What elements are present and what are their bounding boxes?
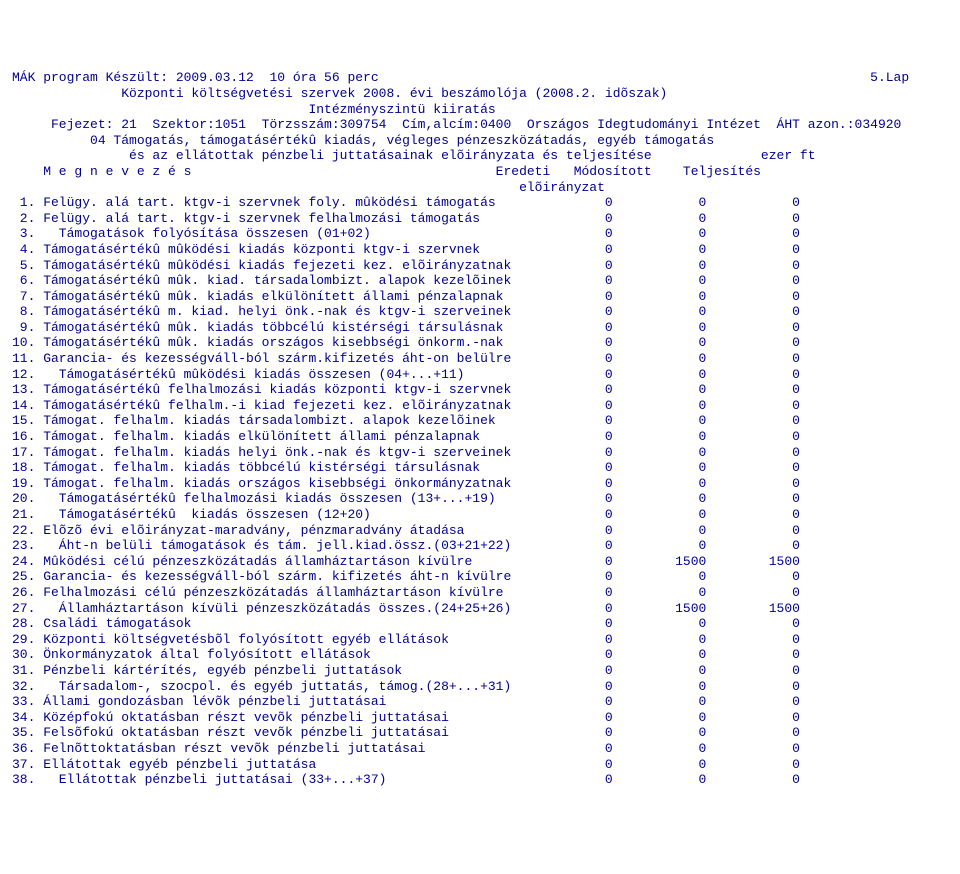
report-line: 35. Felsõfokú oktatásban részt vevõk pén…	[12, 725, 948, 741]
report-line: 18. Támogat. felhalm. kiadás többcélú ki…	[12, 460, 948, 476]
report-line: 27. Államháztartáson kívüli pénzeszközát…	[12, 601, 948, 617]
report-line: 14. Támogatásértékû felhalm.-i kiad feje…	[12, 398, 948, 414]
report-line: 20. Támogatásértékû felhalmozási kiadás …	[12, 491, 948, 507]
report-line: és az ellátottak pénzbeli juttatásainak …	[12, 148, 948, 164]
report-line: 16. Támogat. felhalm. kiadás elkülönítet…	[12, 429, 948, 445]
report-line: 6. Támogatásértékû mûk. kiad. társadalom…	[12, 273, 948, 289]
report-line: 2. Felügy. alá tart. ktgv-i szervnek fel…	[12, 211, 948, 227]
report-line: 31. Pénzbeli kártérítés, egyéb pénzbeli …	[12, 663, 948, 679]
report-line: 38. Ellátottak pénzbeli juttatásai (33+.…	[12, 772, 948, 788]
report-line: M e g n e v e z é s Eredeti Módosított T…	[12, 164, 948, 180]
report-line: Intézményszintü kiiratás	[12, 102, 948, 118]
report-line: elõirányzat	[12, 180, 948, 196]
report-line: 30. Önkormányzatok által folyósított ell…	[12, 647, 948, 663]
report-line: 36. Felnõttoktatásban részt vevõk pénzbe…	[12, 741, 948, 757]
report-line: 4. Támogatásértékû mûködési kiadás közpo…	[12, 242, 948, 258]
report-line: MÁK program Készült: 2009.03.12 10 óra 5…	[12, 70, 948, 86]
report-line: 22. Elõzõ évi elõirányzat-maradvány, pén…	[12, 523, 948, 539]
report-line: 23. Áht-n belüli támogatások és tám. jel…	[12, 538, 948, 554]
report-line: 9. Támogatásértékû mûk. kiadás többcélú …	[12, 320, 948, 336]
report-line: 5. Támogatásértékû mûködési kiadás fejez…	[12, 258, 948, 274]
report-line: 29. Központi költségvetésbõl folyósított…	[12, 632, 948, 648]
report-line: 15. Támogat. felhalm. kiadás társadalomb…	[12, 413, 948, 429]
report-line: 10. Támogatásértékû mûk. kiadás országos…	[12, 335, 948, 351]
report-line: Központi költségvetési szervek 2008. évi…	[12, 86, 948, 102]
report-line: 13. Támogatásértékû felhalmozási kiadás …	[12, 382, 948, 398]
report-line: 25. Garancia- és kezességváll-ból szárm.…	[12, 569, 948, 585]
report-line: 34. Középfokú oktatásban részt vevõk pén…	[12, 710, 948, 726]
report-line: 8. Támogatásértékû m. kiad. helyi önk.-n…	[12, 304, 948, 320]
report-line: 7. Támogatásértékû mûk. kiadás elkülönít…	[12, 289, 948, 305]
report-line: 19. Támogat. felhalm. kiadás országos ki…	[12, 476, 948, 492]
report-line: 32. Társadalom-, szocpol. és egyéb jutta…	[12, 679, 948, 695]
report-line: 11. Garancia- és kezességváll-ból szárm.…	[12, 351, 948, 367]
report-line: 3. Támogatások folyósítása összesen (01+…	[12, 226, 948, 242]
report-line: 17. Támogat. felhalm. kiadás helyi önk.-…	[12, 445, 948, 461]
report-line: 04 Támogatás, támogatásértékû kiadás, vé…	[12, 133, 948, 149]
report-line: Fejezet: 21 Szektor:1051 Törzsszám:30975…	[12, 117, 948, 133]
report-line: 33. Állami gondozásban lévõk pénzbeli ju…	[12, 694, 948, 710]
report-line: 21. Támogatásértékû kiadás összesen (12+…	[12, 507, 948, 523]
report-line: 24. Mûködési célú pénzeszközátadás állam…	[12, 554, 948, 570]
report-line: 28. Családi támogatások 0 0 0	[12, 616, 948, 632]
report-body: MÁK program Készült: 2009.03.12 10 óra 5…	[12, 70, 948, 787]
report-line: 12. Támogatásértékû mûködési kiadás össz…	[12, 367, 948, 383]
report-line: 37. Ellátottak egyéb pénzbeli juttatása …	[12, 757, 948, 773]
report-line: 1. Felügy. alá tart. ktgv-i szervnek fol…	[12, 195, 948, 211]
report-line: 26. Felhalmozási célú pénzeszközátadás á…	[12, 585, 948, 601]
